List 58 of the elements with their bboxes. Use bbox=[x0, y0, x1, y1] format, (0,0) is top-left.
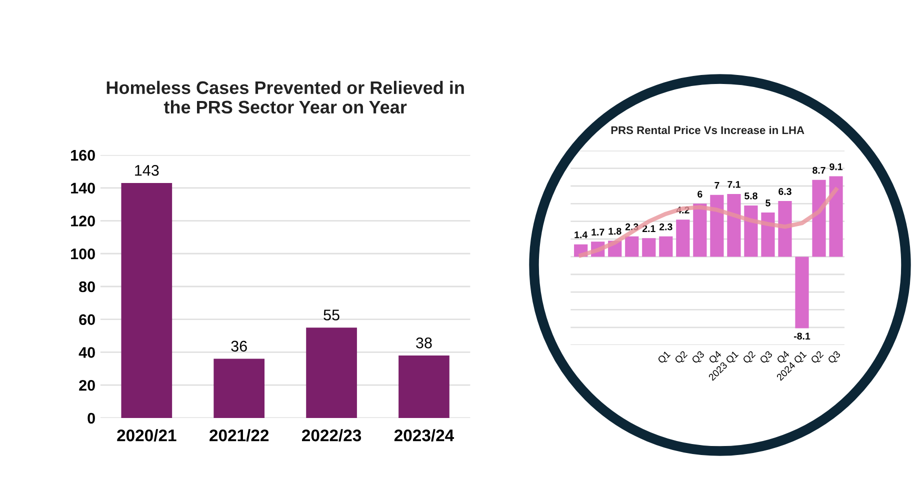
data-label: 5.8 bbox=[744, 192, 758, 200]
bar bbox=[744, 205, 758, 257]
bar bbox=[812, 180, 826, 257]
bar bbox=[306, 328, 357, 418]
bar bbox=[659, 236, 673, 257]
x-tick-label: Q3 bbox=[827, 350, 842, 366]
y-tick-label: 80 bbox=[79, 281, 95, 292]
data-label: 8.7 bbox=[812, 166, 826, 174]
data-label: 5 bbox=[766, 200, 770, 206]
x-tick-label: Q2 bbox=[742, 350, 757, 366]
data-label: 6 bbox=[698, 190, 702, 198]
bar bbox=[693, 204, 707, 257]
bar bbox=[778, 201, 792, 257]
bar bbox=[398, 356, 450, 418]
y-tick-label: 140 bbox=[71, 182, 95, 194]
x-tick-label: Q2 bbox=[810, 350, 825, 366]
bar bbox=[121, 182, 172, 418]
bar bbox=[761, 212, 775, 257]
bar bbox=[710, 194, 724, 257]
bar bbox=[829, 176, 843, 257]
x-tick-label: Q3 bbox=[759, 350, 774, 366]
y-tick-label: 0 bbox=[88, 412, 95, 424]
bar bbox=[795, 256, 809, 328]
data-label: 2.3 bbox=[625, 223, 638, 230]
data-label: 1.4 bbox=[574, 231, 588, 238]
data-label: 38 bbox=[416, 338, 432, 348]
x-tick-label: 2023/24 bbox=[394, 429, 454, 442]
data-label: 1.8 bbox=[608, 228, 622, 235]
x-tick-label: Q2 bbox=[674, 350, 689, 366]
data-label: 1.7 bbox=[592, 228, 604, 236]
x-tick-label: 2022/23 bbox=[302, 429, 362, 442]
data-label: 7 bbox=[714, 182, 720, 189]
bar bbox=[676, 220, 690, 257]
data-label: 36 bbox=[231, 340, 247, 352]
y-tick-label: 20 bbox=[79, 380, 95, 391]
chart-title: Homeless Cases Prevented or Relieved in the PRS Sector Year on Year bbox=[106, 80, 464, 114]
data-label: 55 bbox=[324, 310, 340, 320]
data-label: 7.1 bbox=[728, 181, 740, 188]
y-tick-label: 40 bbox=[78, 347, 95, 358]
data-label: 2.3 bbox=[659, 223, 672, 230]
data-label: 9.1 bbox=[830, 163, 843, 170]
y-tick-label: 160 bbox=[71, 150, 95, 161]
data-label: 143 bbox=[135, 164, 159, 176]
data-label: 6.3 bbox=[778, 188, 792, 195]
bar bbox=[642, 238, 656, 257]
data-label: 2.1 bbox=[642, 225, 656, 232]
y-tick-label: 60 bbox=[79, 314, 95, 326]
data-label: -8.1 bbox=[794, 332, 810, 340]
y-tick-label: 120 bbox=[71, 216, 95, 226]
bar bbox=[625, 236, 639, 257]
bar bbox=[214, 358, 265, 418]
chart-title: PRS Rental Price Vs Increase in LHA bbox=[611, 126, 804, 134]
x-tick-label: 2021/22 bbox=[210, 429, 269, 442]
x-tick-label: 2020/21 bbox=[117, 429, 176, 442]
x-tick-label: Q3 bbox=[691, 350, 706, 366]
x-tick-label: Q1 bbox=[657, 350, 672, 366]
bar bbox=[727, 194, 741, 257]
y-tick-label: 100 bbox=[71, 248, 95, 260]
